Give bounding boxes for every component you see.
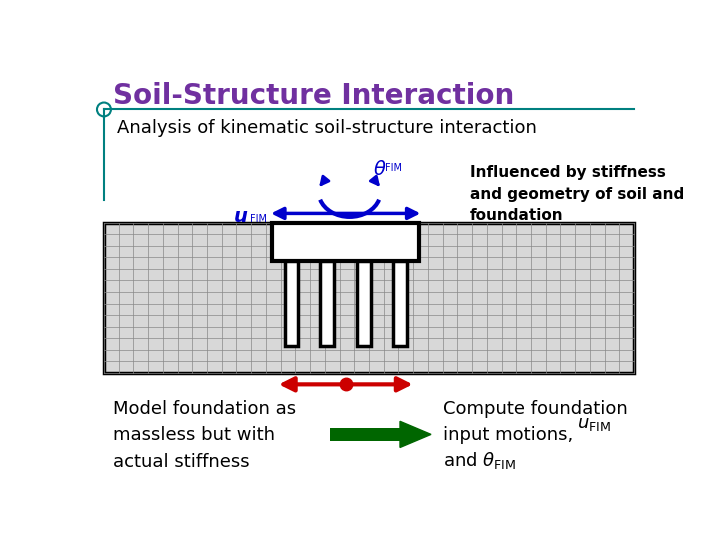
Text: and $\theta_{\rm FIM}$: and $\theta_{\rm FIM}$ xyxy=(443,450,516,471)
Text: FIM: FIM xyxy=(250,214,266,224)
Text: Influenced by stiffness
and geometry of soil and
foundation: Influenced by stiffness and geometry of … xyxy=(469,165,684,223)
Text: Soil-Structure Interaction: Soil-Structure Interaction xyxy=(113,82,515,110)
Text: $\bfit{u}$: $\bfit{u}$ xyxy=(233,207,248,226)
Bar xyxy=(104,222,634,373)
Text: FIM: FIM xyxy=(384,164,402,173)
Bar xyxy=(357,261,372,346)
Text: $u_{\rm FIM}$: $u_{\rm FIM}$ xyxy=(577,415,611,433)
Text: $\theta$: $\theta$ xyxy=(373,159,387,179)
Bar xyxy=(272,222,419,261)
Bar xyxy=(320,261,334,346)
Bar xyxy=(393,261,407,346)
Bar xyxy=(284,261,299,346)
Text: Compute foundation
input motions,: Compute foundation input motions, xyxy=(443,400,627,444)
Bar xyxy=(330,428,400,441)
Polygon shape xyxy=(400,421,431,448)
Text: Model foundation as
massless but with
actual stiffness: Model foundation as massless but with ac… xyxy=(113,400,297,470)
Text: Analysis of kinematic soil-structure interaction: Analysis of kinematic soil-structure int… xyxy=(117,119,537,137)
